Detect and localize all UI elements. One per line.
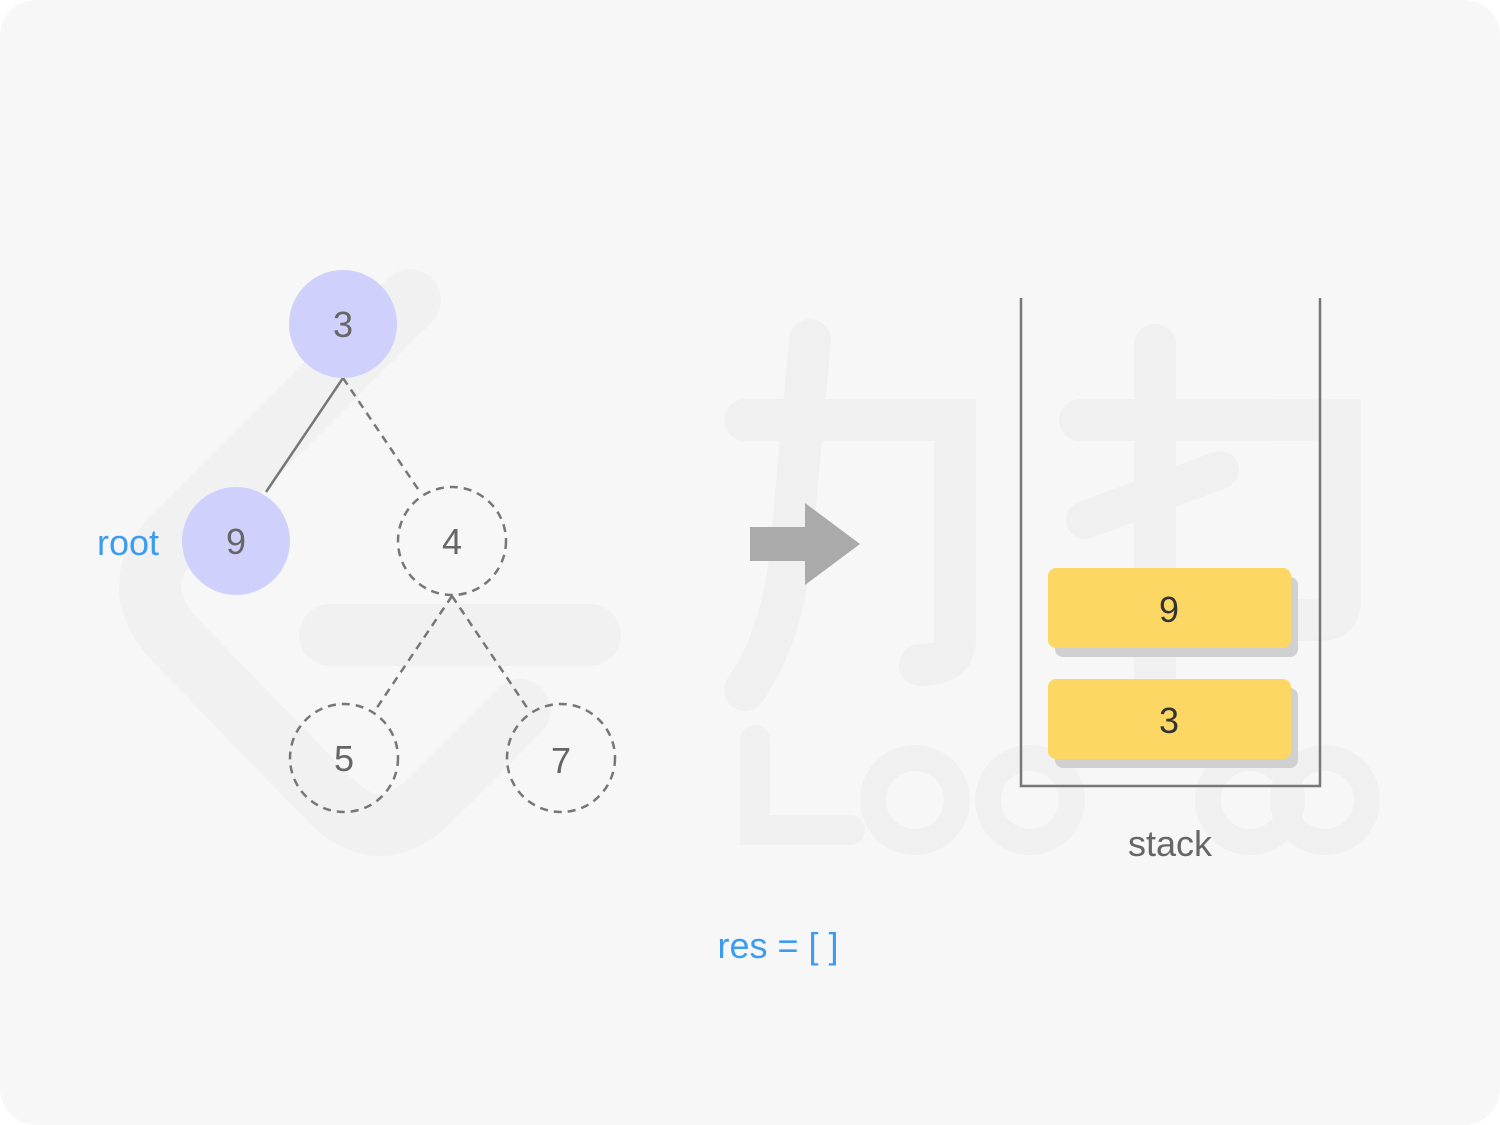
stack-label: stack — [1128, 823, 1213, 864]
stack-item-value: 9 — [1159, 589, 1179, 630]
stack-item-bottom: 3 — [1048, 679, 1298, 768]
root-pointer-label: root — [97, 522, 159, 563]
node-value: 7 — [551, 740, 571, 781]
stack-container — [1019, 298, 1322, 788]
edge-4-5 — [372, 595, 454, 713]
edge-3-9 — [264, 377, 345, 493]
edge-3-4 — [341, 377, 422, 493]
watermark-text — [724, 319, 1380, 855]
node-value: 5 — [334, 738, 354, 779]
edge-4-7 — [450, 595, 532, 713]
node-value: 3 — [333, 304, 353, 345]
tree-node-7: 7 — [505, 702, 617, 814]
result-text: res = [ ] — [717, 925, 838, 966]
stack-item-value: 3 — [1159, 700, 1179, 741]
node-value: 4 — [442, 521, 462, 562]
tree-node-5: 5 — [288, 702, 400, 814]
node-value: 9 — [226, 521, 246, 562]
stack-item-top: 9 — [1048, 568, 1298, 657]
tree-node-9: 9 — [182, 487, 290, 595]
arrow-right-icon — [750, 503, 860, 585]
tree-node-4: 4 — [396, 485, 508, 597]
tree-node-3: 3 — [289, 270, 397, 378]
watermark-logo — [119, 269, 621, 856]
